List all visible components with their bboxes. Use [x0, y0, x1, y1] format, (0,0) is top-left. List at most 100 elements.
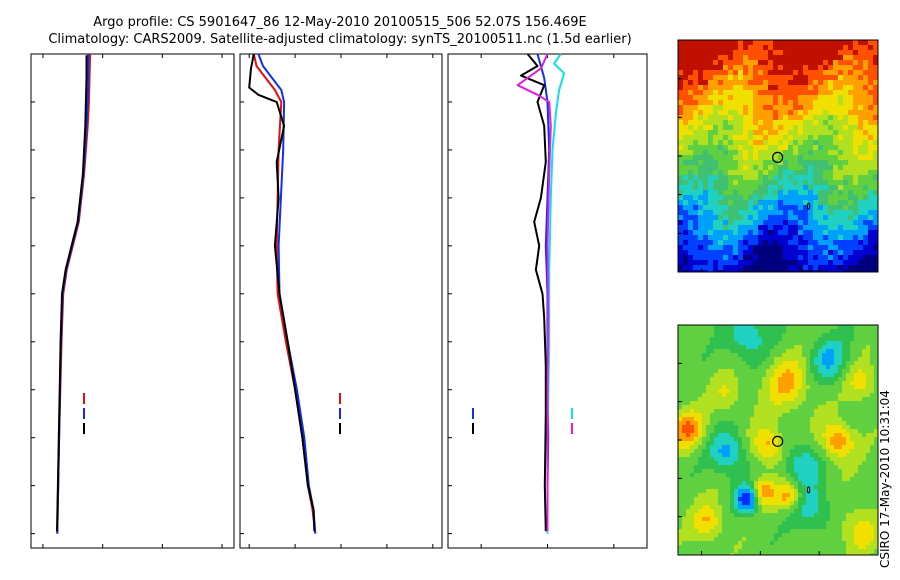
sla_map-heatmap-cell	[826, 337, 831, 342]
sst_map-heatmap-cell	[733, 250, 739, 256]
sst_map-heatmap-cell	[718, 130, 724, 136]
sla_map-heatmap-cell	[758, 333, 763, 338]
sla_map-heatmap-cell	[806, 497, 811, 502]
sst_map-heatmap-cell	[818, 175, 824, 181]
sla_map-heatmap-cell	[794, 461, 799, 466]
sst_map-heatmap-cell	[803, 205, 809, 211]
sla_map-heatmap-cell	[782, 469, 787, 474]
sla_map-heatmap-cell	[850, 349, 855, 354]
sla_map-heatmap-cell	[778, 521, 783, 526]
sla_map-heatmap-cell	[706, 533, 711, 538]
sla_map-heatmap-cell	[798, 385, 803, 390]
sla_map-heatmap-cell	[746, 421, 751, 426]
sst_map-heatmap-cell	[838, 60, 844, 66]
sla_map-heatmap-cell	[822, 497, 827, 502]
sla_map-heatmap-cell	[710, 345, 715, 350]
sla_map-heatmap-cell	[842, 521, 847, 526]
sla_map-heatmap-cell	[790, 393, 795, 398]
sla_map-heatmap-cell	[690, 501, 695, 506]
sla_map-heatmap-cell	[718, 501, 723, 506]
sla_map-heatmap-cell	[786, 365, 791, 370]
sla_map-heatmap-cell	[746, 377, 751, 382]
sla_map-heatmap-cell	[830, 417, 835, 422]
sla_map-heatmap-cell	[870, 477, 875, 482]
sst_map-heatmap-cell	[868, 125, 874, 131]
sla_map-heatmap-cell	[830, 357, 835, 362]
sla_map-heatmap-cell	[742, 377, 747, 382]
sla_map-heatmap-cell	[842, 537, 847, 542]
sla_map-heatmap-cell	[702, 409, 707, 414]
sla_map-heatmap-cell	[758, 365, 763, 370]
sla_map-heatmap-cell	[718, 425, 723, 430]
sla_map-heatmap-cell	[854, 425, 859, 430]
sst_map-heatmap-cell	[733, 105, 739, 111]
sla_map-heatmap-cell	[790, 401, 795, 406]
sla_map-heatmap-cell	[698, 349, 703, 354]
sla_map-heatmap-cell	[722, 453, 727, 458]
sla_map-heatmap-cell	[850, 445, 855, 450]
sla_map-heatmap-cell	[730, 341, 735, 346]
sst_map-heatmap-cell	[788, 180, 794, 186]
sst_map-heatmap-cell	[728, 240, 734, 246]
sla_map-heatmap-cell	[750, 437, 755, 442]
sla_map-heatmap-cell	[830, 457, 835, 462]
sla_map-heatmap-cell	[870, 453, 875, 458]
sst_map-heatmap-cell	[873, 190, 879, 196]
sst_map-heatmap-cell	[718, 105, 724, 111]
sst_map-heatmap-cell	[858, 210, 864, 216]
sla_map-heatmap-cell	[854, 485, 859, 490]
sla_map-heatmap-cell	[750, 381, 755, 386]
sst_map-heatmap-cell	[848, 220, 854, 226]
sla_map-heatmap-cell	[738, 513, 743, 518]
sla_map-heatmap-cell	[714, 365, 719, 370]
sla_map-heatmap-cell	[866, 385, 871, 390]
sst_map-heatmap-cell	[793, 185, 799, 191]
sst_map-heatmap-cell	[688, 40, 694, 46]
sst_map-heatmap-cell	[858, 145, 864, 151]
sla_map-heatmap-cell	[686, 349, 691, 354]
sla_map-heatmap-cell	[722, 521, 727, 526]
sla_map-heatmap-cell	[838, 385, 843, 390]
sla_map-heatmap-cell	[822, 397, 827, 402]
sst_map-heatmap-cell	[718, 255, 724, 261]
sla_map-heatmap-cell	[678, 453, 683, 458]
sst_map-heatmap-cell	[818, 95, 824, 101]
sla_map-heatmap-cell	[854, 537, 859, 542]
sst_map-heatmap-cell	[738, 120, 744, 126]
sst_map-heatmap-cell	[818, 115, 824, 121]
sla_map-heatmap-cell	[798, 493, 803, 498]
sla_map-heatmap-cell	[698, 353, 703, 358]
sla_map-heatmap-cell	[734, 497, 739, 502]
sla_map-heatmap-cell	[770, 365, 775, 370]
sst_map-heatmap-cell	[683, 180, 689, 186]
sst_map-heatmap-cell	[803, 130, 809, 136]
sla_map-heatmap-cell	[762, 549, 767, 554]
sst_map-heatmap-cell	[683, 175, 689, 181]
sst_map-heatmap-cell	[758, 200, 764, 206]
sla_map-heatmap-cell	[826, 437, 831, 442]
sla_map-heatmap-cell	[830, 437, 835, 442]
sla_map-heatmap-cell	[870, 461, 875, 466]
sst_map-heatmap-cell	[828, 90, 834, 96]
sst_map-heatmap-cell	[773, 200, 779, 206]
sla_map-heatmap-cell	[718, 381, 723, 386]
sla_map-heatmap-cell	[686, 325, 691, 330]
sst_map-heatmap-cell	[713, 60, 719, 66]
sla_map-heatmap-cell	[826, 477, 831, 482]
sla_map-heatmap-cell	[678, 461, 683, 466]
sla_map-heatmap-cell	[814, 341, 819, 346]
sst_map-heatmap-cell	[828, 150, 834, 156]
sst_map-heatmap-cell	[743, 75, 749, 81]
sst_map-heatmap-cell	[848, 155, 854, 161]
sst_map-heatmap-cell	[843, 190, 849, 196]
sst_map-heatmap-cell	[823, 265, 829, 271]
sla_map-heatmap-cell	[678, 353, 683, 358]
sla_map-heatmap-cell	[826, 389, 831, 394]
sst_map-heatmap-cell	[808, 215, 814, 221]
sla_map-heatmap-cell	[682, 449, 687, 454]
sst_map-heatmap-cell	[853, 45, 859, 51]
sst_map-heatmap-cell	[703, 230, 709, 236]
sla_map-heatmap-cell	[786, 553, 791, 556]
sla_map-heatmap-cell	[750, 417, 755, 422]
sst_map-heatmap-cell	[743, 40, 749, 46]
